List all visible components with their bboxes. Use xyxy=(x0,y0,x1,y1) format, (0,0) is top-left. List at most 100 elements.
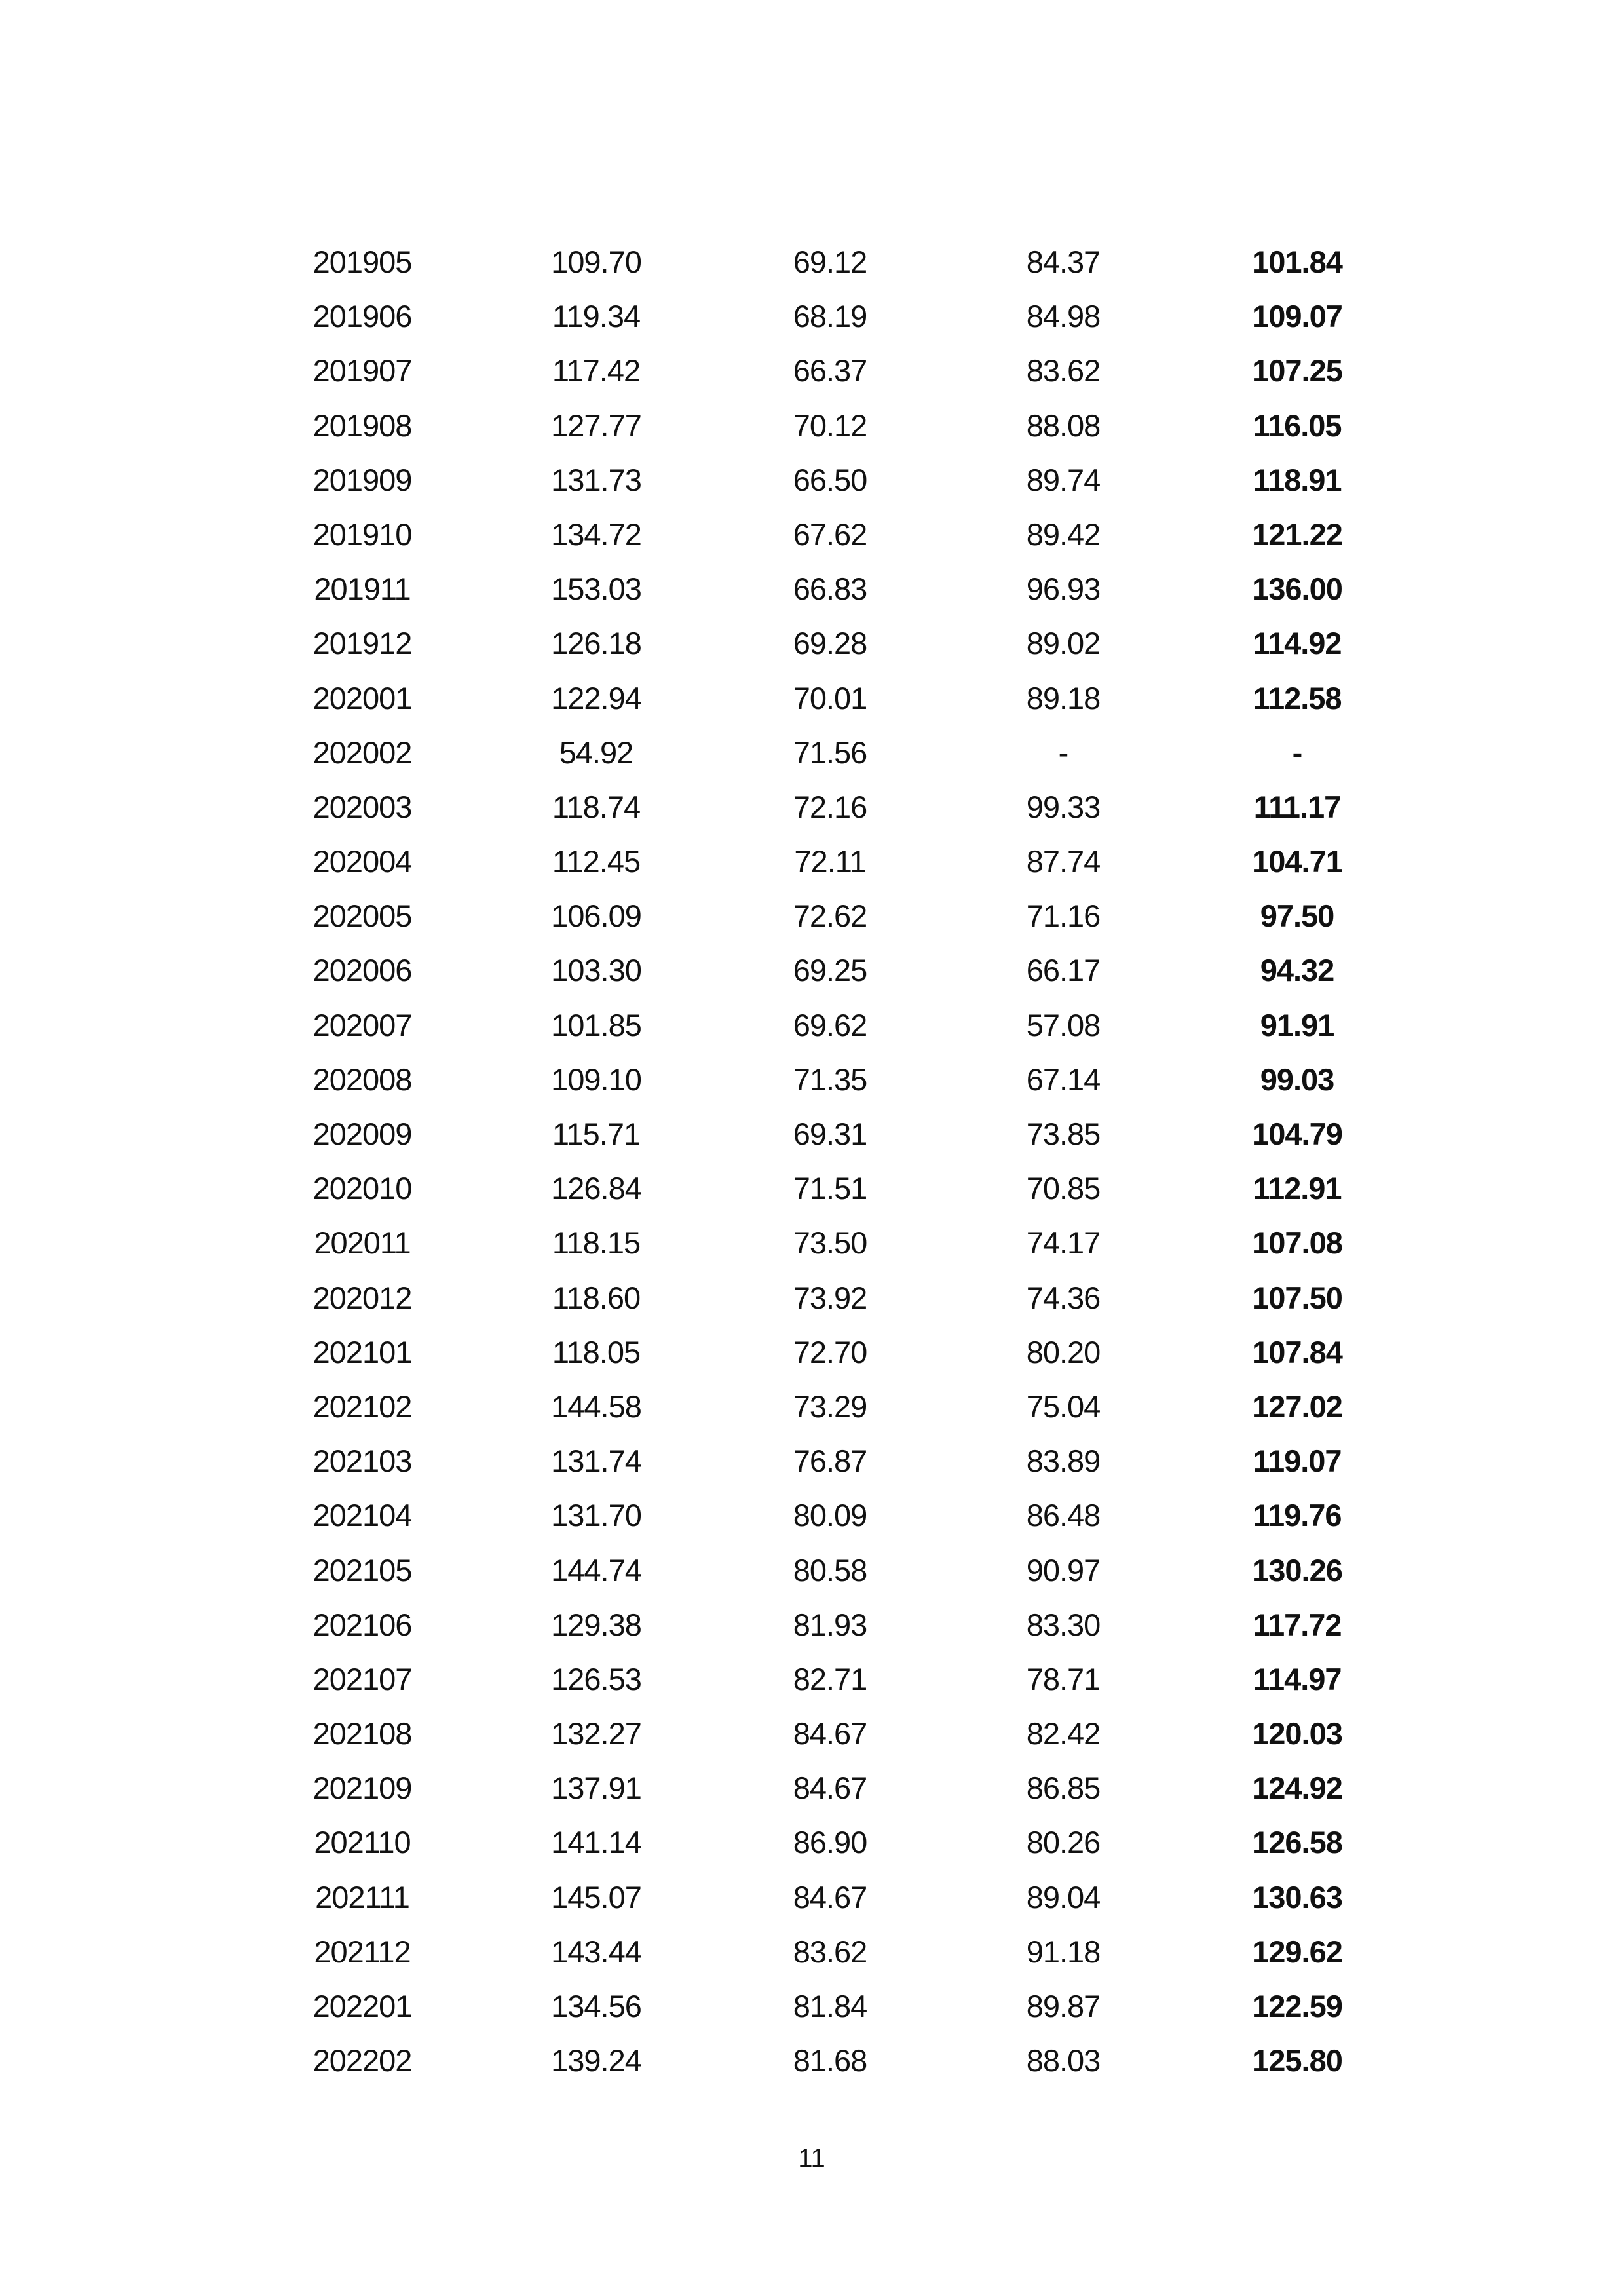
value-cell-3: 78.71 xyxy=(1026,1661,1101,1696)
value-cell-1: 144.58 xyxy=(551,1388,642,1424)
value-cell-1: 126.53 xyxy=(551,1661,642,1696)
value-cell-2: 71.56 xyxy=(793,735,868,770)
value-cell-4: 129.62 xyxy=(1252,1934,1343,1969)
value-cell-2: 68.19 xyxy=(793,299,868,334)
value-cell-3: 89.18 xyxy=(1026,680,1101,716)
table-row: 202202 139.24 81.68 88.03 125.80 xyxy=(0,2033,1624,2088)
period-cell: 202003 xyxy=(312,789,413,824)
value-cell-3: 70.85 xyxy=(1026,1171,1101,1206)
value-cell-2: 71.51 xyxy=(793,1171,868,1206)
value-cell-1: 131.70 xyxy=(551,1498,642,1533)
value-cell-1: 118.15 xyxy=(552,1225,641,1261)
table-row: 202005 106.09 72.62 71.16 97.50 xyxy=(0,889,1624,943)
period-cell: 202106 xyxy=(312,1607,413,1642)
table-row: 202009 115.71 69.31 73.85 104.79 xyxy=(0,1107,1624,1161)
value-cell-4: 114.97 xyxy=(1253,1661,1342,1696)
value-cell-3: 74.36 xyxy=(1026,1280,1101,1315)
value-cell-3: 90.97 xyxy=(1026,1552,1101,1588)
value-cell-1: 118.74 xyxy=(552,789,641,824)
period-cell: 202110 xyxy=(314,1825,411,1860)
value-cell-4: 112.91 xyxy=(1253,1171,1342,1206)
period-cell: 202102 xyxy=(312,1388,413,1424)
value-cell-1: 131.74 xyxy=(551,1444,642,1479)
value-cell-3: 86.48 xyxy=(1026,1498,1101,1533)
table-row: 202102 144.58 73.29 75.04 127.02 xyxy=(0,1379,1624,1434)
table-row: 202105 144.74 80.58 90.97 130.26 xyxy=(0,1543,1624,1598)
value-cell-4: 119.76 xyxy=(1253,1498,1342,1533)
value-cell-2: 83.62 xyxy=(793,1934,868,1969)
table-row: 202001 122.94 70.01 89.18 112.58 xyxy=(0,671,1624,725)
period-cell: 201911 xyxy=(314,571,411,607)
value-cell-2: 70.01 xyxy=(793,680,868,716)
value-cell-3: 84.37 xyxy=(1026,244,1101,279)
table-row: 202108 132.27 84.67 82.42 120.03 xyxy=(0,1706,1624,1761)
period-cell: 202201 xyxy=(312,1989,413,2023)
value-cell-1: 118.60 xyxy=(552,1280,641,1315)
value-cell-1: 127.77 xyxy=(551,408,642,443)
value-cell-1: 112.45 xyxy=(552,844,641,879)
value-cell-3: 89.87 xyxy=(1026,1989,1101,2023)
value-cell-2: 70.12 xyxy=(793,408,868,443)
table-row: 202110 141.14 86.90 80.26 126.58 xyxy=(0,1815,1624,1869)
value-cell-4: 112.58 xyxy=(1253,680,1342,716)
value-cell-4: 130.63 xyxy=(1252,1879,1343,1915)
value-cell-1: 144.74 xyxy=(551,1552,642,1588)
table-row: 201909 131.73 66.50 89.74 118.91 xyxy=(0,453,1624,507)
value-cell-2: 84.67 xyxy=(793,1770,868,1806)
data-table: 201905 109.70 69.12 84.37 101.84 201906 119.34… xyxy=(0,235,1624,2088)
value-cell-3: 83.62 xyxy=(1026,353,1101,389)
value-cell-1: 139.24 xyxy=(551,2043,642,2078)
value-cell-2: 67.62 xyxy=(793,516,868,552)
value-cell-4: 107.84 xyxy=(1252,1334,1343,1369)
value-cell-4: 116.05 xyxy=(1253,408,1342,443)
value-cell-3: 91.18 xyxy=(1026,1934,1101,1969)
value-cell-4: 120.03 xyxy=(1252,1716,1343,1751)
value-cell-1: 126.84 xyxy=(551,1171,642,1206)
value-cell-2: 82.71 xyxy=(793,1661,868,1696)
value-cell-3: 80.26 xyxy=(1026,1825,1101,1860)
table-row: 202106 129.38 81.93 83.30 117.72 xyxy=(0,1598,1624,1652)
value-cell-3: 87.74 xyxy=(1026,844,1101,879)
value-cell-3: 74.17 xyxy=(1026,1225,1101,1261)
table-row: 202011 118.15 73.50 74.17 107.08 xyxy=(0,1215,1624,1270)
value-cell-1: 109.10 xyxy=(551,1062,642,1097)
value-cell-4: 122.59 xyxy=(1252,1989,1343,2023)
value-cell-1: 106.09 xyxy=(551,898,642,934)
value-cell-2: 71.35 xyxy=(793,1062,868,1097)
period-cell: 201906 xyxy=(312,299,413,334)
value-cell-2: 72.16 xyxy=(793,789,868,824)
period-cell: 201908 xyxy=(312,408,413,443)
table-row: 202007 101.85 69.62 57.08 91.91 xyxy=(0,998,1624,1052)
value-cell-1: 54.92 xyxy=(559,735,634,770)
value-cell-4: 127.02 xyxy=(1252,1388,1343,1424)
value-cell-2: 80.09 xyxy=(793,1498,868,1533)
value-cell-4: 99.03 xyxy=(1260,1062,1335,1097)
period-cell: 202002 xyxy=(312,735,413,770)
value-cell-3: 57.08 xyxy=(1026,1007,1101,1043)
table-row: 202006 103.30 69.25 66.17 94.32 xyxy=(0,943,1624,997)
value-cell-4: 107.25 xyxy=(1252,353,1343,389)
value-cell-4: 104.79 xyxy=(1252,1117,1343,1151)
period-cell: 202008 xyxy=(312,1062,413,1097)
value-cell-3: 99.33 xyxy=(1026,789,1101,824)
table-row: 202104 131.70 80.09 86.48 119.76 xyxy=(0,1488,1624,1542)
value-cell-1: 132.27 xyxy=(551,1716,642,1751)
value-cell-4: 101.84 xyxy=(1252,244,1343,279)
period-cell: 202009 xyxy=(312,1117,413,1151)
table-row: 201906 119.34 68.19 84.98 109.07 xyxy=(0,289,1624,343)
value-cell-1: 101.85 xyxy=(551,1007,642,1043)
period-cell: 201909 xyxy=(312,462,413,497)
value-cell-1: 153.03 xyxy=(551,571,642,607)
value-cell-4: 109.07 xyxy=(1252,299,1343,334)
table-row: 201911 153.03 66.83 96.93 136.00 xyxy=(0,562,1624,616)
value-cell-1: 141.14 xyxy=(551,1825,642,1860)
value-cell-2: 73.92 xyxy=(793,1280,868,1315)
period-cell: 202107 xyxy=(312,1661,413,1696)
value-cell-4: 118.91 xyxy=(1253,462,1342,497)
table-row: 201910 134.72 67.62 89.42 121.22 xyxy=(0,507,1624,562)
period-cell: 202101 xyxy=(312,1334,413,1369)
page-number: 11 xyxy=(798,2144,825,2173)
value-cell-4: 117.72 xyxy=(1253,1607,1342,1642)
value-cell-1: 118.05 xyxy=(552,1334,641,1369)
value-cell-2: 81.68 xyxy=(793,2043,868,2078)
